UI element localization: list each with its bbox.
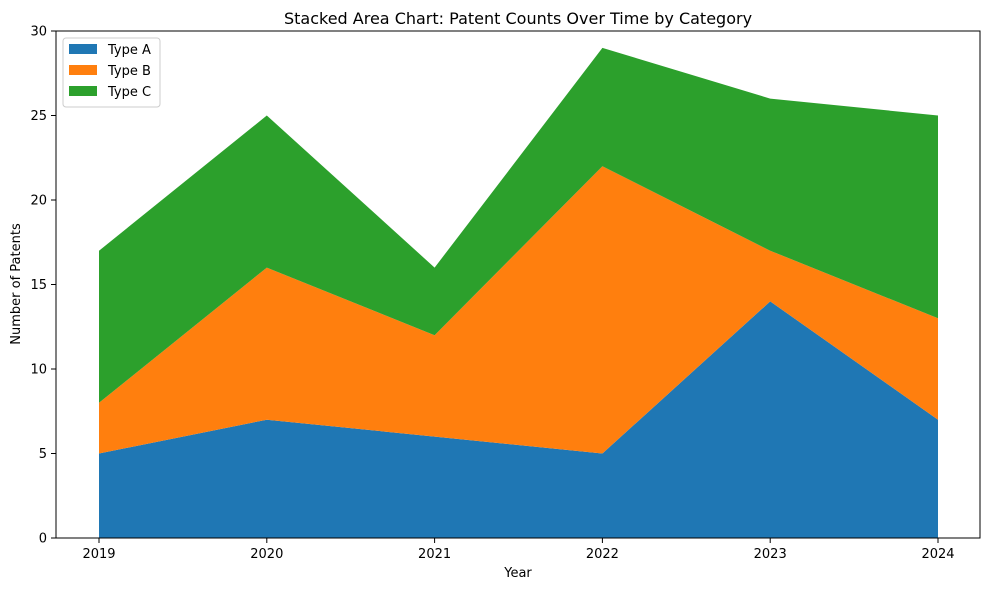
chart-title: Stacked Area Chart: Patent Counts Over T… — [284, 9, 752, 28]
x-tick-label: 2019 — [82, 547, 115, 562]
legend-label: Type A — [107, 43, 151, 58]
legend-label: Type C — [107, 85, 151, 100]
x-tick-label: 2022 — [586, 547, 619, 562]
area-layers — [99, 48, 938, 538]
y-axis: 0 5 10 15 20 25 30 — [30, 25, 56, 547]
y-tick-label: 5 — [39, 447, 47, 462]
legend-swatch — [69, 65, 97, 75]
legend-items: Type A Type B Type C — [69, 43, 151, 100]
y-tick-label: 25 — [30, 109, 47, 124]
legend-swatch — [69, 44, 97, 54]
y-tick-label: 30 — [30, 25, 47, 40]
y-tick-label: 10 — [30, 363, 47, 378]
legend-label: Type B — [107, 64, 151, 79]
x-tick-label: 2020 — [250, 547, 283, 562]
x-tick-label: 2024 — [921, 547, 954, 562]
legend-swatch — [69, 86, 97, 96]
y-tick-label: 0 — [39, 532, 47, 547]
x-axis: 2019 2020 2021 2022 2023 2024 — [82, 538, 954, 562]
y-tick-label: 20 — [30, 194, 47, 209]
x-tick-label: 2023 — [754, 547, 787, 562]
x-axis-label: Year — [503, 566, 532, 581]
y-axis-label: Number of Patents — [9, 223, 24, 345]
x-tick-label: 2021 — [418, 547, 451, 562]
y-tick-label: 15 — [30, 278, 47, 293]
legend: Type A Type B Type C — [63, 38, 160, 107]
